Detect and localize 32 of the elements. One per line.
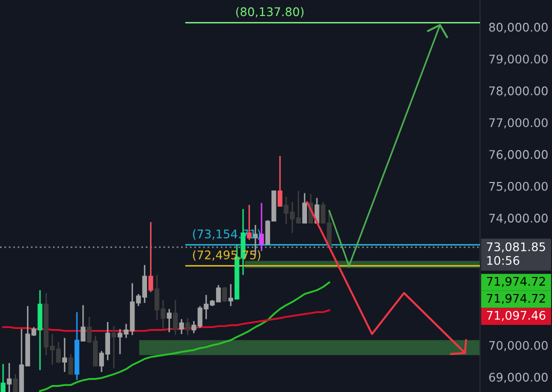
line-series (39, 281, 330, 392)
y-tick-label: 76,000.00 (489, 150, 548, 160)
candlestick (80, 304, 86, 342)
candlestick (185, 317, 190, 336)
y-tick-label: 80,000.00 (489, 22, 548, 33)
text: 71,097.46 (486, 310, 546, 322)
candlestick (179, 318, 184, 335)
candlestick (172, 299, 178, 336)
y-tick-label: 75,000.00 (489, 182, 548, 192)
candlestick (166, 308, 172, 333)
candlestick (6, 362, 12, 392)
candlestick (111, 325, 116, 369)
candlestick (259, 202, 264, 252)
candlestick (68, 353, 74, 375)
ref-line-label: (80,137.80) (236, 7, 304, 18)
y-tick-label: 74,000.00 (489, 214, 548, 224)
y-tick-label: 69,000.00 (489, 372, 548, 383)
candlestick (62, 337, 68, 373)
candlestick (222, 286, 228, 303)
y-tick-label: 77,000.00 (489, 118, 548, 128)
candlestick (278, 155, 282, 207)
y-tick-label: 78,000.00 (489, 86, 548, 97)
ref-line-label: 73,081.85 10:56 (486, 242, 546, 265)
candlestick (302, 192, 308, 224)
candlestick (148, 221, 154, 293)
text: 71,974.72 (486, 294, 545, 304)
y-tick-label: 70,000.00 (489, 340, 548, 352)
text: 71,974.72 (486, 276, 545, 288)
y-tick-label: 79,000.00 (489, 54, 548, 65)
candlestick (0, 363, 6, 392)
candlestick (12, 373, 18, 392)
candlestick (228, 283, 234, 307)
